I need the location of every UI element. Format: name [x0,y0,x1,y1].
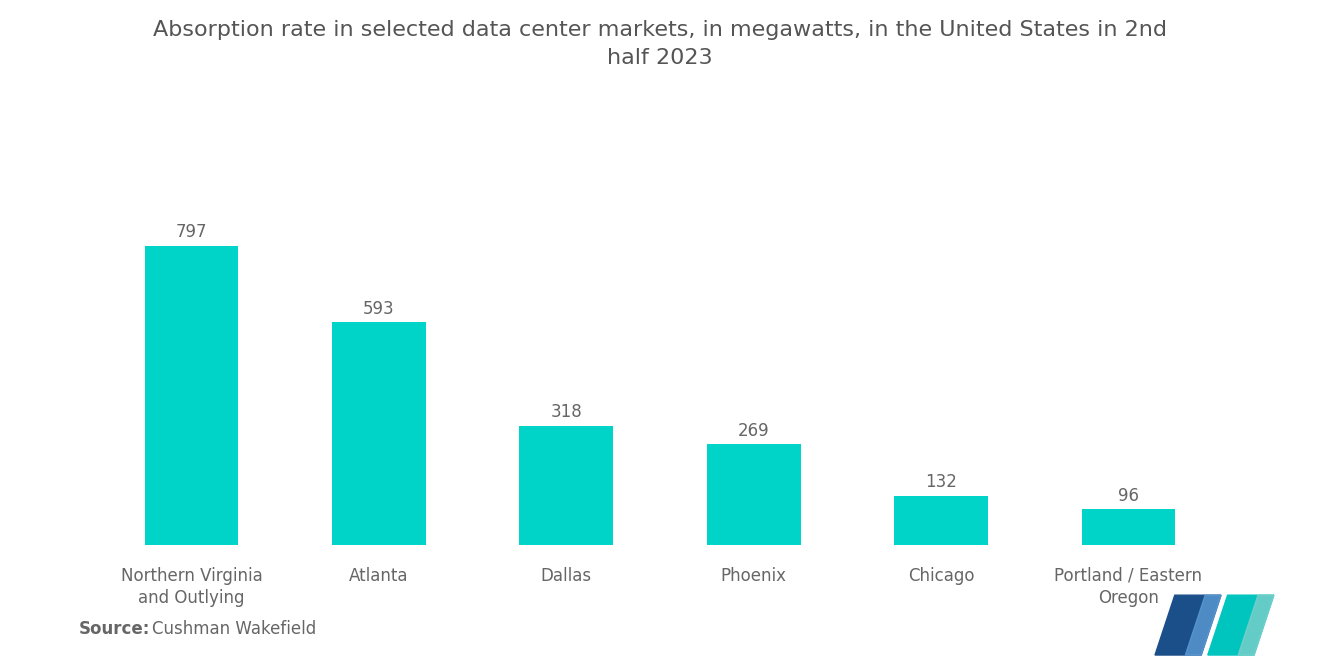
Text: 269: 269 [738,422,770,440]
Polygon shape [1208,595,1274,655]
Polygon shape [1155,595,1221,655]
Text: 593: 593 [363,300,395,318]
Text: 96: 96 [1118,487,1139,505]
Polygon shape [1185,595,1221,655]
Bar [520,426,614,545]
Text: 132: 132 [925,473,957,491]
Polygon shape [1238,595,1274,655]
Bar [333,323,426,545]
Bar [145,246,239,545]
Bar [894,495,987,545]
Bar [1081,509,1175,545]
Text: Cushman Wakefield: Cushman Wakefield [152,620,315,638]
Bar [706,444,800,545]
Text: Absorption rate in selected data center markets, in megawatts, in the United Sta: Absorption rate in selected data center … [153,20,1167,68]
Text: Source:: Source: [79,620,150,638]
Text: 797: 797 [176,223,207,241]
Text: 318: 318 [550,403,582,421]
